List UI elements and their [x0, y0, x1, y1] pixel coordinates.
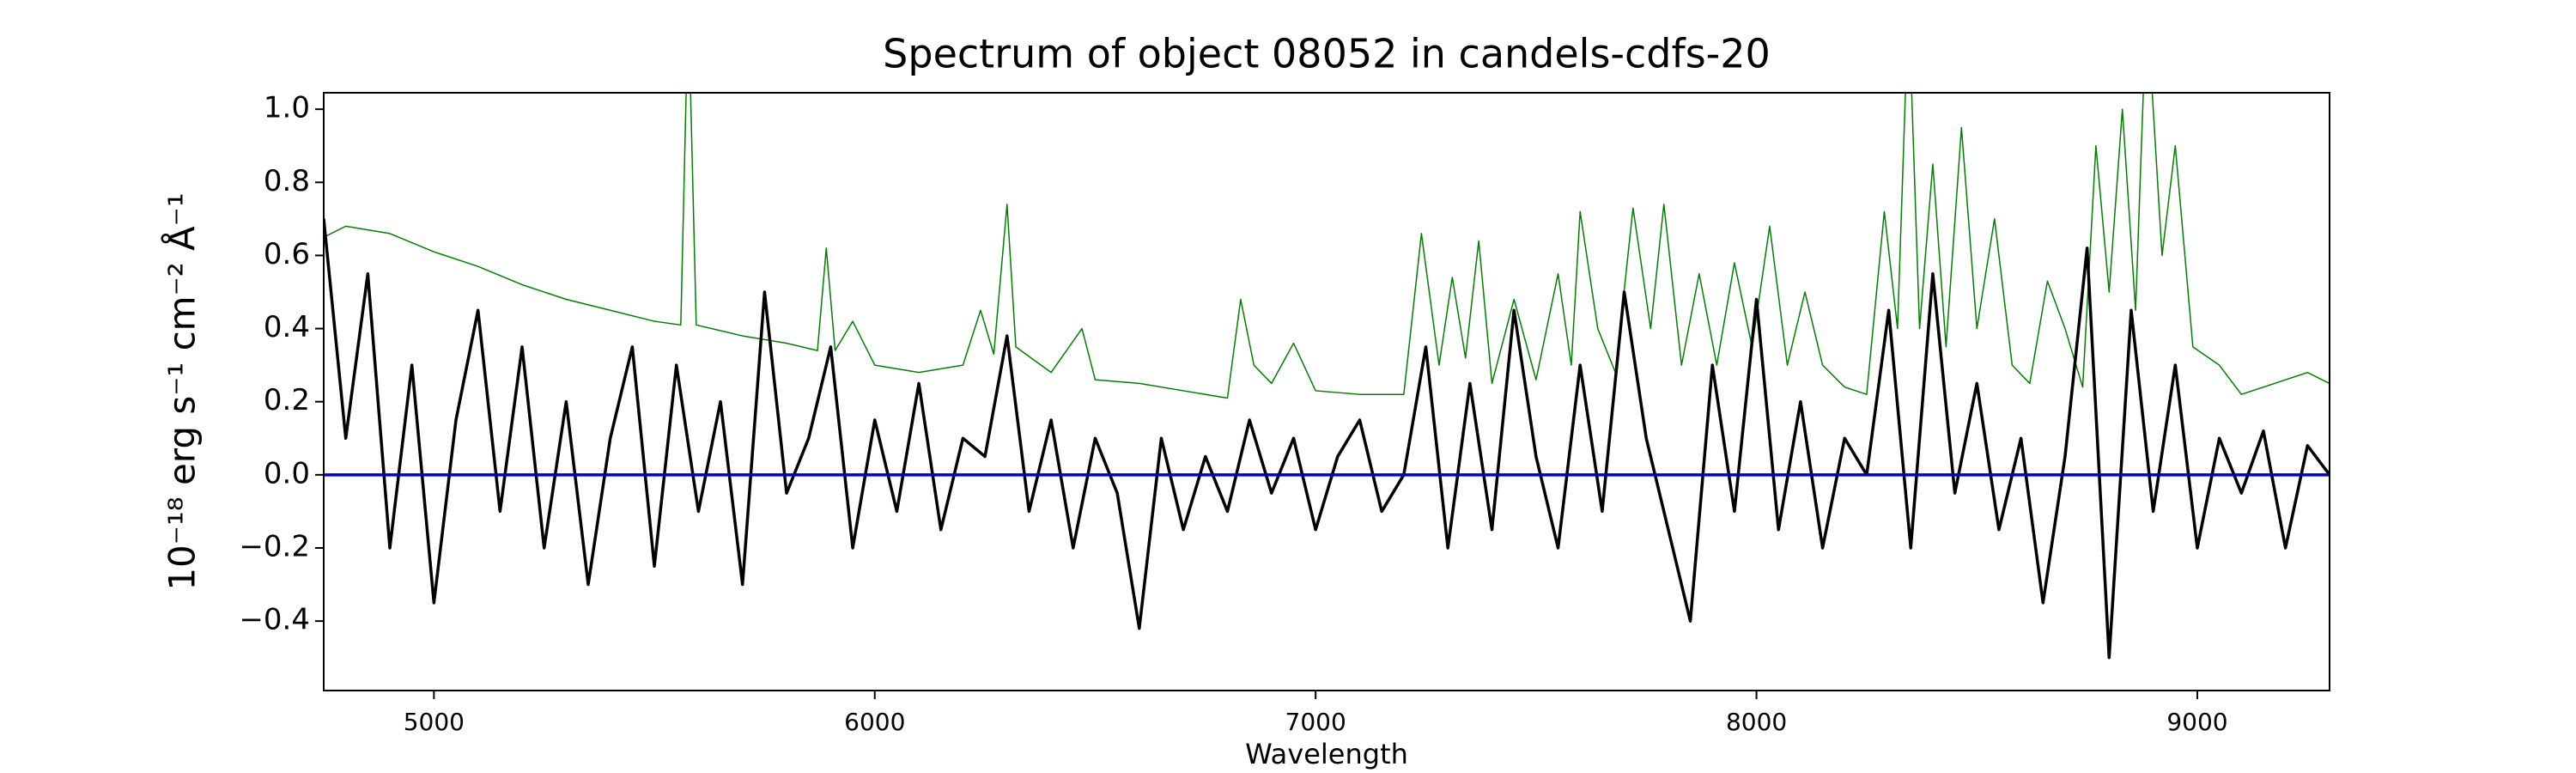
chart-title: Spectrum of object 08052 in candels-cdfs… — [883, 31, 1771, 77]
plot-area — [324, 93, 2330, 660]
x-tick-label: 6000 — [844, 708, 905, 736]
x-tick-label: 5000 — [404, 708, 465, 736]
y-tick-label: 0.4 — [264, 310, 310, 344]
x-axis-label: Wavelength — [1245, 738, 1408, 770]
y-tick-label: −0.4 — [239, 603, 310, 637]
plot-frame — [323, 92, 2330, 691]
spectrum-line — [324, 93, 2330, 399]
y-tick-label: 0.0 — [264, 456, 310, 490]
y-tick-label: −0.2 — [239, 529, 310, 563]
spectrum-line — [324, 218, 2330, 660]
y-tick-label: 0.6 — [264, 237, 310, 271]
x-tick-label: 8000 — [1726, 708, 1787, 736]
y-tick-label: 0.2 — [264, 383, 310, 417]
y-axis-label: 10⁻¹⁸ erg s⁻¹ cm⁻² Å⁻¹ — [161, 192, 204, 590]
y-tick-label: 1.0 — [264, 91, 310, 125]
y-tick-label: 0.8 — [264, 164, 310, 198]
x-tick-label: 9000 — [2166, 708, 2227, 736]
x-tick-label: 7000 — [1285, 708, 1346, 736]
